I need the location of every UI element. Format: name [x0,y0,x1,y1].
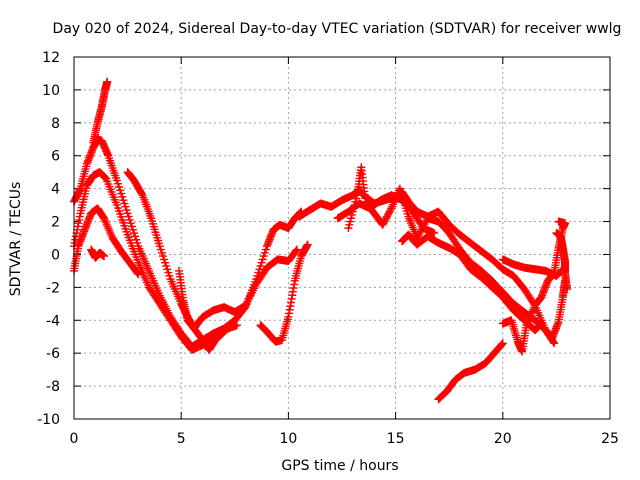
data-point [430,229,439,238]
data-point [133,269,142,278]
data-point [537,319,546,328]
x-tick-label: 0 [70,431,79,447]
data-point [134,270,143,279]
data-points [70,77,572,404]
data-point [100,252,109,261]
data-point [549,337,558,346]
data-point [292,246,301,255]
y-tick-label: -8 [46,379,60,395]
data-point [563,285,572,294]
data-point [227,320,236,329]
data-point [292,245,301,254]
x-tick-label: 20 [494,431,512,447]
data-point [497,340,506,349]
series-track-j [344,163,559,348]
x-tick-label: 25 [601,431,619,447]
y-tick-label: 0 [51,247,60,263]
data-point [498,339,507,348]
series-track-h [256,240,312,346]
series-track-g [175,245,301,333]
series-track-c [70,204,143,279]
y-tick-label: 8 [51,116,60,132]
y-tick-label: 10 [42,83,60,99]
tick-labels: 0 5 10 15 20 25 -10 -8 -6 -4 -2 0 2 4 6 8 10 12 [37,50,619,447]
data-point [303,240,312,249]
x-axis-label: GPS time / hours [281,458,398,474]
series-track-p [552,229,572,294]
data-point [386,206,395,215]
y-tick-label: -10 [37,412,60,428]
x-tick-label: 5 [177,431,186,447]
y-tick-label: -4 [46,313,60,329]
chart-title: Day 020 of 2024, Sidereal Day-to-day VTE… [53,21,622,37]
data-point [103,77,112,86]
y-tick-label: 2 [51,215,60,231]
data-point [228,319,237,328]
series-track-k [333,191,439,238]
series-track-d [87,245,109,262]
plot-frame [73,56,611,420]
y-tick-label: 4 [51,182,60,198]
data-point [137,189,146,198]
data-point [226,321,235,330]
x-tick-label: 15 [387,431,405,447]
y-axis-label: SDTVAR / TECUs [8,182,24,297]
series-track-b [70,168,241,354]
series-track-f [123,168,237,354]
series-track-m [434,339,507,404]
y-tick-label: 12 [42,50,60,66]
series-track-e [89,77,112,147]
x-tick-label: 10 [279,431,297,447]
y-tick-label: -6 [46,346,60,362]
y-tick-label: 6 [51,149,60,165]
data-point [554,217,563,226]
y-tick-label: -2 [46,280,60,296]
data-point [550,339,559,348]
